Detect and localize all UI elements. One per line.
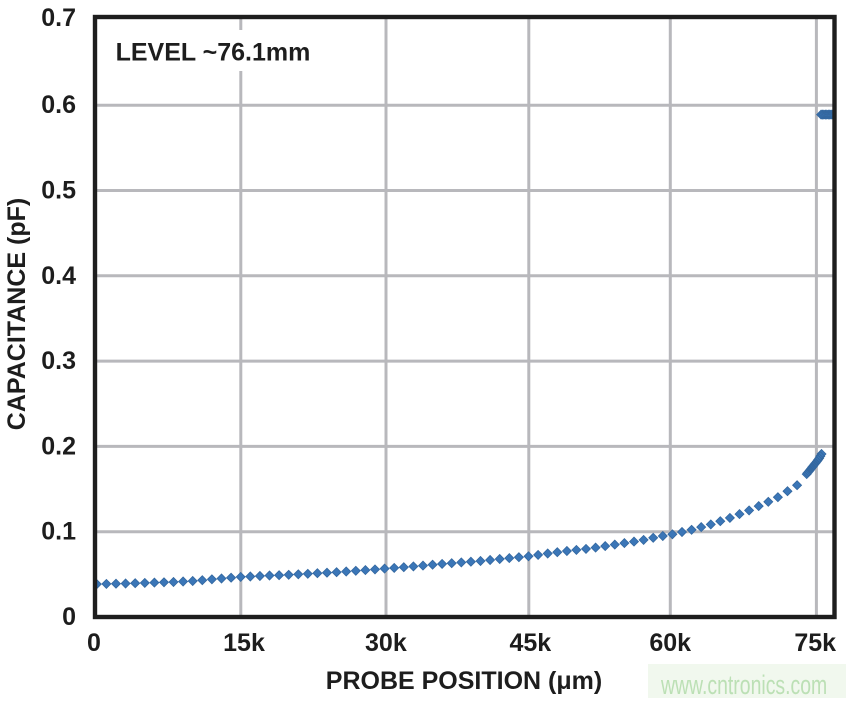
svg-text:0: 0 xyxy=(87,629,101,657)
svg-text:15k: 15k xyxy=(223,629,265,657)
svg-text:0.5: 0.5 xyxy=(41,177,76,205)
svg-text:30k: 30k xyxy=(365,629,407,657)
svg-text:0.7: 0.7 xyxy=(41,4,76,32)
svg-text:CAPACITANCE (pF): CAPACITANCE (pF) xyxy=(3,198,31,430)
svg-text:0.4: 0.4 xyxy=(41,262,76,290)
svg-text:0.3: 0.3 xyxy=(41,347,76,375)
svg-text:60k: 60k xyxy=(649,629,691,657)
svg-text:45k: 45k xyxy=(509,629,551,657)
svg-text:0.2: 0.2 xyxy=(41,432,76,460)
svg-text:PROBE POSITION (μm): PROBE POSITION (μm) xyxy=(326,667,602,695)
svg-text:www.cntronics.com: www.cntronics.com xyxy=(660,670,827,700)
svg-text:75k: 75k xyxy=(794,629,836,657)
svg-text:0.1: 0.1 xyxy=(41,518,76,546)
svg-text:0.6: 0.6 xyxy=(41,91,76,119)
svg-text:0: 0 xyxy=(62,603,76,631)
svg-text:LEVEL ~76.1mm: LEVEL ~76.1mm xyxy=(116,39,311,67)
